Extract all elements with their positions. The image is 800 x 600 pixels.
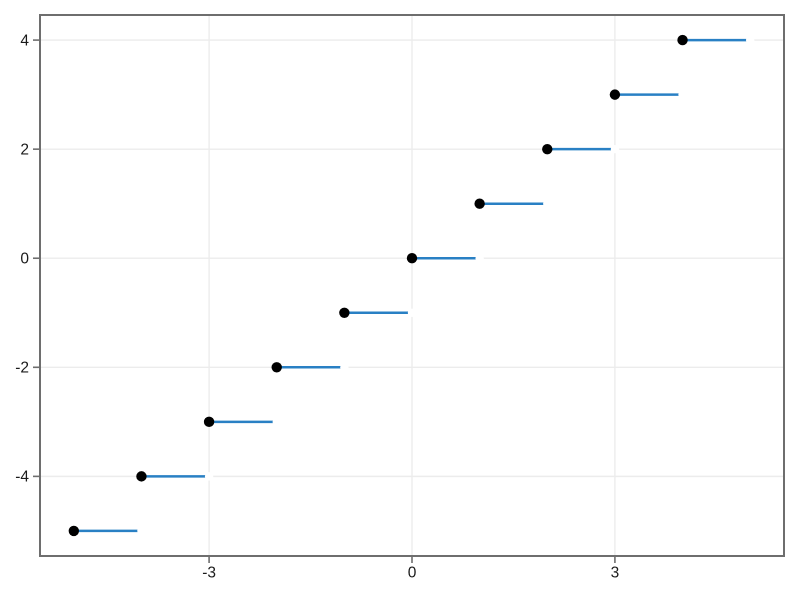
x-tick-label: -3: [202, 565, 216, 582]
data-point-marker: [542, 143, 553, 155]
x-tick-label: 3: [611, 565, 620, 582]
open-endpoint-marker: [543, 199, 552, 208]
axis-frame: [39, 14, 785, 557]
open-endpoint-marker: [678, 90, 687, 99]
data-point-marker: [474, 198, 485, 209]
y-tick-label: 2: [20, 141, 29, 158]
open-endpoint-marker: [610, 144, 620, 154]
y-tick-label: -2: [15, 360, 29, 377]
open-endpoint-marker: [475, 254, 484, 263]
y-tick-label: 4: [20, 32, 29, 49]
data-point-marker: [339, 307, 350, 318]
open-endpoint-marker: [407, 308, 417, 317]
data-point-marker: [406, 253, 418, 264]
open-endpoint-marker: [745, 35, 755, 45]
data-point-marker: [136, 471, 147, 482]
x-tick-label: 0: [408, 565, 417, 582]
open-endpoint-marker: [204, 472, 214, 481]
y-tick-label: -4: [15, 469, 29, 486]
data-point-marker: [68, 525, 80, 537]
data-point-marker: [271, 362, 282, 373]
data-point-marker: [203, 416, 215, 428]
open-endpoint-marker: [137, 526, 146, 536]
y-tick-label: 0: [20, 251, 29, 268]
data-point-marker: [609, 89, 621, 100]
open-endpoint-marker: [340, 363, 349, 372]
data-point-marker: [677, 34, 688, 46]
open-endpoint-marker: [272, 417, 281, 427]
